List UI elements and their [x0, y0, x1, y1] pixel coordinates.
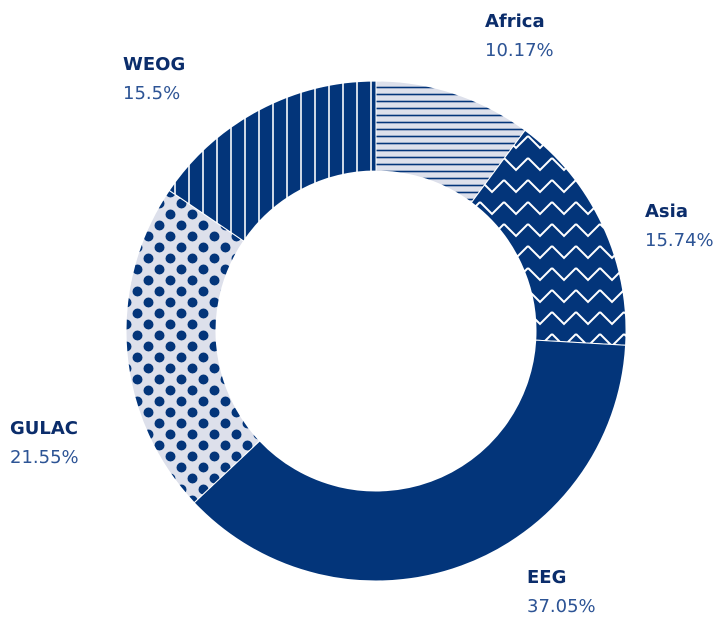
slice-value: 15.74% — [645, 230, 714, 251]
slice-label: Africa — [485, 11, 545, 32]
slice-label: Asia — [645, 201, 688, 222]
slice-label: WEOG — [123, 54, 185, 75]
slice-value: 21.55% — [10, 447, 79, 468]
slice-label: EEG — [527, 567, 566, 588]
slice-value: 10.17% — [485, 40, 554, 61]
donut-slice — [125, 189, 261, 504]
slice-value: 15.5% — [123, 83, 180, 104]
donut-slice — [193, 339, 627, 582]
donut-slice — [168, 80, 377, 242]
slice-label: GULAC — [10, 418, 78, 439]
slice-value: 37.05% — [527, 596, 596, 614]
